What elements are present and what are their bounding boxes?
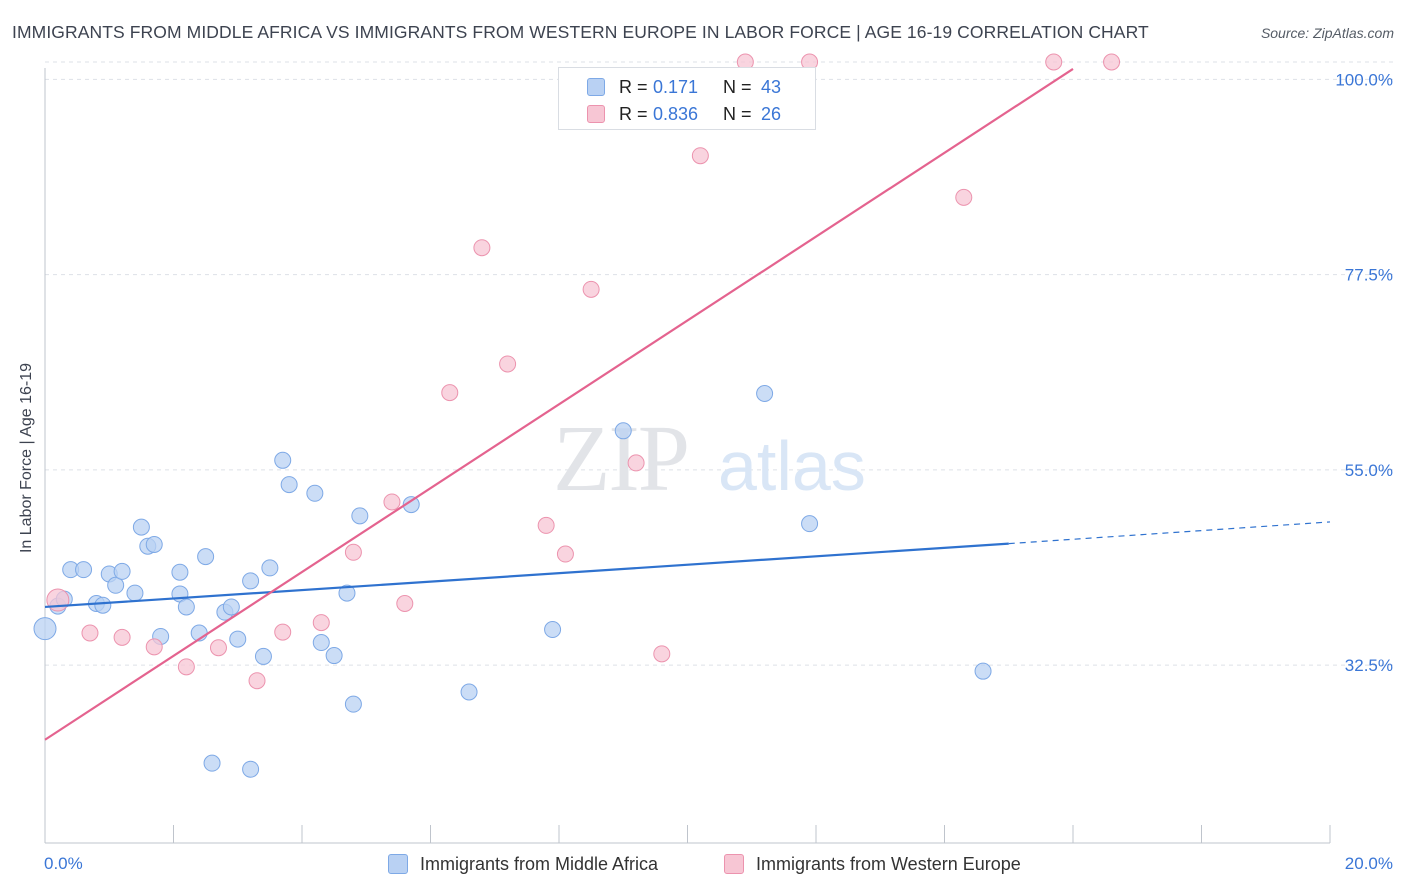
point-middle-africa bbox=[171, 563, 189, 581]
point-western-europe bbox=[274, 623, 292, 641]
legend-swatch-blue bbox=[587, 78, 605, 96]
legend-n-value: 26 bbox=[761, 103, 782, 124]
point-middle-africa bbox=[197, 548, 215, 566]
point-middle-africa bbox=[344, 695, 362, 713]
point-western-europe bbox=[1103, 53, 1121, 71]
x-tick-label: 0.0% bbox=[44, 854, 83, 873]
legend-n-label: N = bbox=[723, 76, 752, 97]
point-middle-africa bbox=[974, 662, 992, 680]
source-label: Source: ZipAtlas.com bbox=[1260, 25, 1394, 41]
chart-title: IMMIGRANTS FROM MIDDLE AFRICA VS IMMIGRA… bbox=[12, 22, 1149, 42]
y-axis-label: In Labor Force | Age 16-19 bbox=[18, 362, 35, 554]
point-western-europe bbox=[81, 624, 99, 642]
label-layer: 32.5% 55.0% 77.5% 100.0% 0.0% 20.0% bbox=[44, 70, 1393, 873]
point-western-europe bbox=[344, 543, 362, 561]
point-western-europe bbox=[473, 239, 491, 257]
point-middle-africa bbox=[132, 518, 150, 536]
point-middle-africa bbox=[177, 598, 195, 616]
point-western-europe bbox=[955, 188, 973, 206]
point-middle-africa bbox=[229, 630, 247, 648]
y-tick-label: 77.5% bbox=[1345, 266, 1393, 285]
legend-r-value: 0.171 bbox=[653, 76, 699, 97]
point-middle-africa bbox=[33, 617, 57, 641]
point-western-europe bbox=[113, 628, 131, 646]
series-legend-middle-africa: Immigrants from Middle Africa bbox=[388, 852, 658, 876]
point-middle-africa bbox=[312, 634, 330, 652]
point-middle-africa bbox=[254, 647, 272, 665]
trend-line-middle-africa-extension bbox=[1008, 521, 1331, 545]
point-middle-africa bbox=[242, 572, 260, 590]
legend-r-label: R = bbox=[619, 76, 648, 97]
point-western-europe bbox=[1045, 53, 1063, 71]
trend-layer bbox=[44, 68, 1331, 741]
y-tick-label: 55.0% bbox=[1345, 461, 1393, 480]
legend-row-western-europe: R = 0.836 N = 26 bbox=[587, 103, 781, 125]
point-middle-africa bbox=[351, 507, 369, 525]
point-middle-africa bbox=[338, 584, 356, 602]
axis-layer bbox=[44, 68, 1331, 844]
point-middle-africa bbox=[756, 384, 774, 402]
point-middle-africa bbox=[222, 598, 240, 616]
point-western-europe bbox=[537, 516, 555, 534]
watermark-zip: ZIP bbox=[553, 407, 688, 511]
correlation-legend: R = 0.171 N = 43 R = 0.836 N = 26 bbox=[558, 67, 816, 130]
point-western-europe bbox=[691, 147, 709, 165]
point-middle-africa bbox=[75, 561, 93, 579]
point-middle-africa bbox=[614, 422, 632, 440]
series-label-middle-africa: Immigrants from Middle Africa bbox=[420, 853, 659, 874]
x-tick-label: 20.0% bbox=[1345, 854, 1393, 873]
point-middle-africa bbox=[325, 647, 343, 665]
point-middle-africa bbox=[460, 683, 478, 701]
series-swatch-blue bbox=[388, 854, 408, 874]
trend-line-middle-africa bbox=[44, 542, 1009, 609]
point-western-europe bbox=[248, 672, 266, 690]
point-western-europe bbox=[383, 493, 401, 511]
point-middle-africa bbox=[274, 451, 292, 469]
watermark: ZIP atlas bbox=[553, 407, 866, 511]
point-middle-africa bbox=[107, 576, 125, 594]
point-middle-africa bbox=[126, 584, 144, 602]
series-swatch-pink bbox=[724, 854, 744, 874]
point-middle-africa bbox=[242, 760, 260, 778]
point-western-europe bbox=[582, 280, 600, 298]
y-tick-label: 100.0% bbox=[1335, 70, 1393, 89]
point-middle-africa bbox=[203, 754, 221, 772]
legend-r-label: R = bbox=[619, 103, 648, 124]
point-western-europe bbox=[627, 454, 645, 472]
legend-r-value: 0.836 bbox=[653, 103, 699, 124]
legend-n-label: N = bbox=[723, 103, 752, 124]
series-label-western-europe: Immigrants from Western Europe bbox=[756, 853, 1021, 874]
point-western-europe bbox=[177, 658, 195, 676]
watermark-atlas: atlas bbox=[718, 427, 866, 505]
point-western-europe bbox=[396, 594, 414, 612]
point-middle-africa bbox=[402, 496, 420, 514]
point-middle-africa bbox=[280, 476, 298, 494]
point-middle-africa bbox=[113, 562, 131, 580]
point-middle-africa bbox=[94, 596, 112, 614]
point-western-europe bbox=[653, 645, 671, 663]
point-middle-africa bbox=[544, 621, 562, 639]
point-western-europe bbox=[499, 355, 517, 373]
legend-swatch-pink bbox=[587, 105, 605, 123]
point-western-europe bbox=[312, 614, 330, 632]
point-middle-africa bbox=[801, 515, 819, 533]
point-western-europe bbox=[145, 638, 163, 656]
y-tick-label: 32.5% bbox=[1345, 656, 1393, 675]
point-middle-africa bbox=[261, 559, 279, 577]
point-middle-africa bbox=[145, 535, 163, 553]
point-western-europe bbox=[556, 545, 574, 563]
point-middle-africa bbox=[306, 484, 324, 502]
legend-row-middle-africa: R = 0.171 N = 43 bbox=[587, 76, 781, 98]
trend-line-western-europe bbox=[44, 68, 1074, 741]
legend-n-value: 43 bbox=[761, 76, 782, 97]
series-legend-western-europe: Immigrants from Western Europe bbox=[724, 852, 1021, 876]
point-western-europe bbox=[209, 639, 227, 657]
point-western-europe bbox=[441, 384, 459, 402]
